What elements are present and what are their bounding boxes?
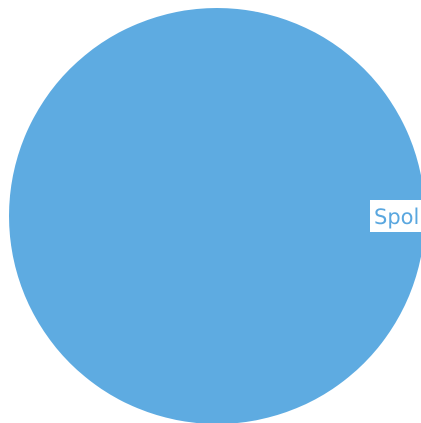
slice-label: Spol xyxy=(374,205,419,229)
slice-label-box xyxy=(370,200,421,232)
pie-slice xyxy=(9,8,421,423)
